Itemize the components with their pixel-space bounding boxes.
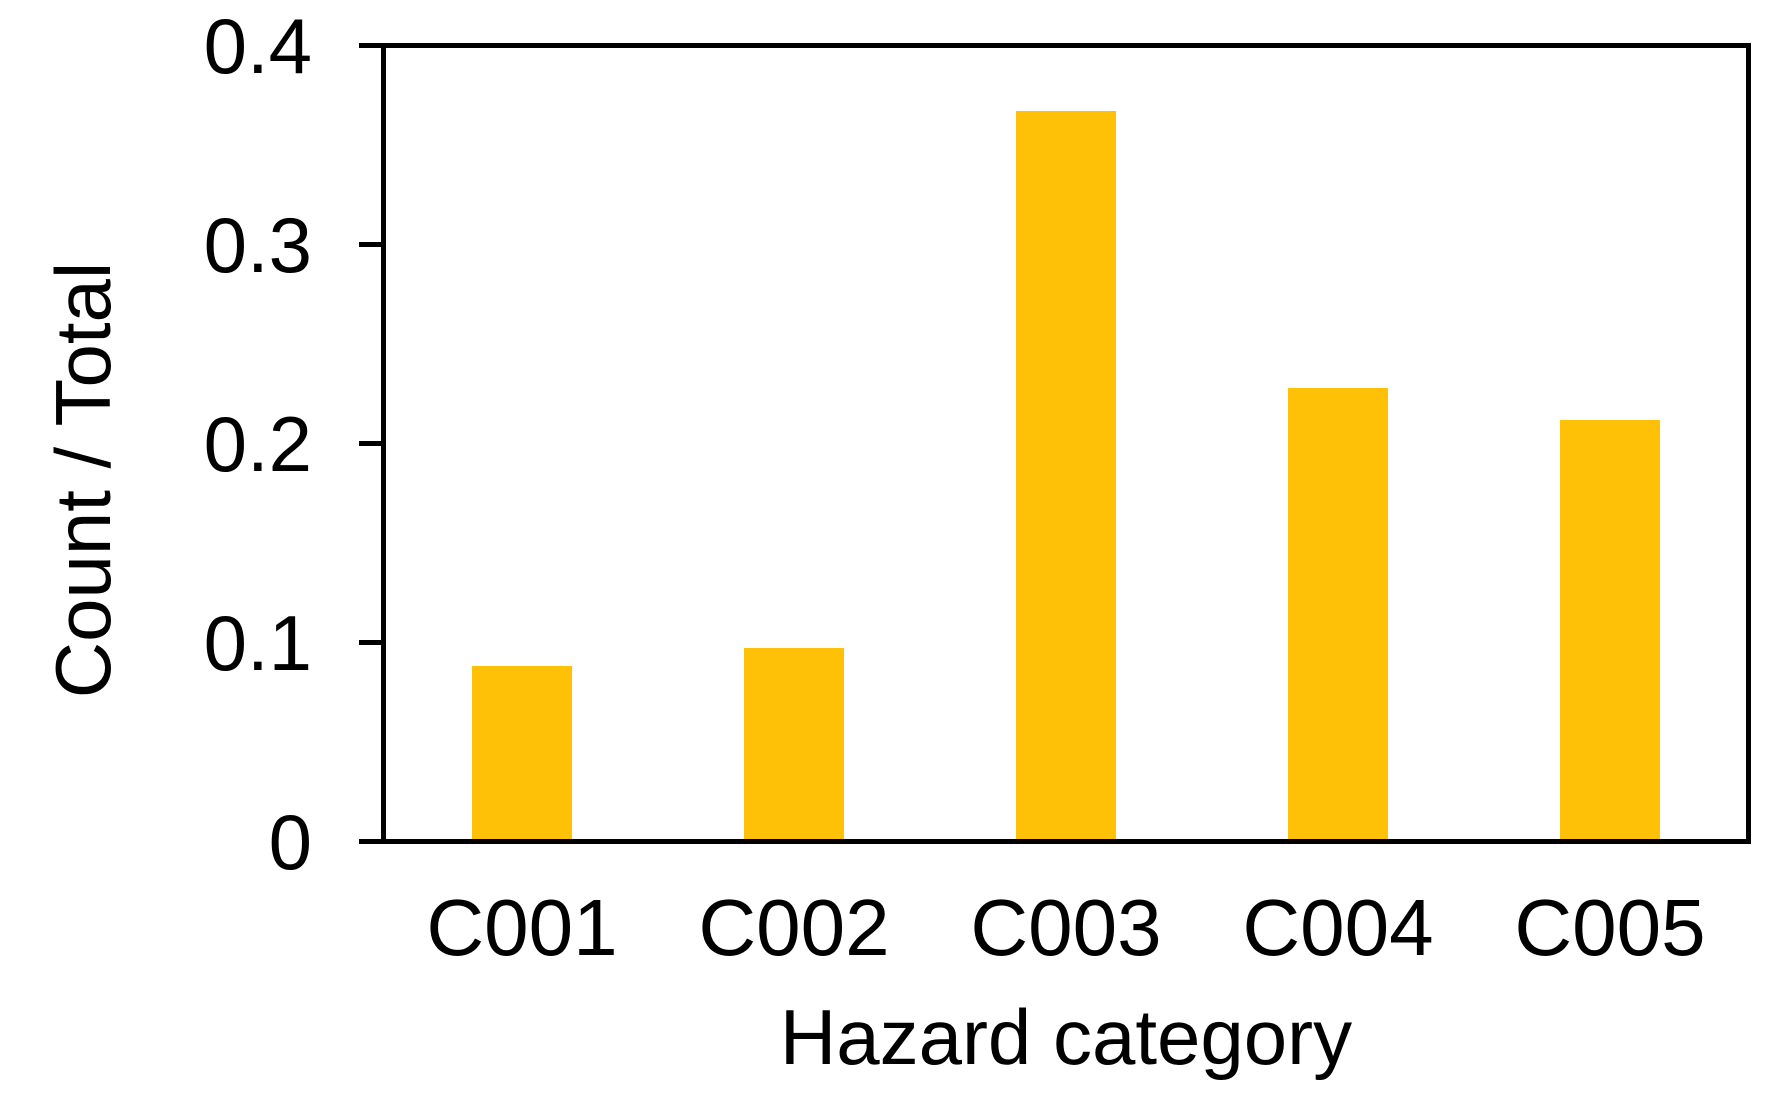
bar: [1560, 419, 1660, 839]
bar: [1016, 111, 1116, 839]
x-category-label: C003: [970, 883, 1162, 972]
x-category-label: C005: [1514, 883, 1706, 972]
y-tick-label: 0: [268, 797, 312, 886]
bar: [744, 648, 844, 839]
x-category-label: C002: [698, 883, 890, 972]
y-tick: [359, 242, 381, 247]
bar: [472, 666, 572, 839]
y-tick-label: 0.1: [203, 598, 312, 687]
y-tick-label: 0.2: [203, 399, 312, 488]
x-axis-label: Hazard category: [779, 993, 1353, 1081]
x-category-label: C004: [1242, 883, 1434, 972]
x-category-label: C001: [426, 883, 618, 972]
y-tick: [359, 43, 381, 48]
y-tick-label: 0.3: [203, 200, 312, 289]
y-tick: [359, 441, 381, 446]
y-tick-label: 0.4: [203, 1, 312, 90]
bar: [1288, 387, 1388, 839]
plot-area: [381, 43, 1751, 844]
y-tick: [359, 640, 381, 645]
y-tick: [359, 839, 381, 844]
